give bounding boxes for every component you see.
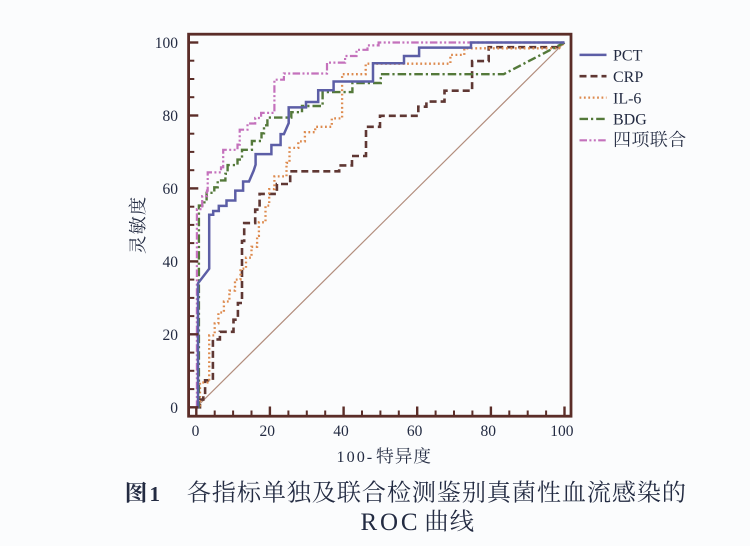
svg-text:100: 100 xyxy=(550,423,574,440)
svg-text:40: 40 xyxy=(163,254,179,271)
svg-text:80: 80 xyxy=(163,108,179,125)
svg-text:20: 20 xyxy=(260,423,276,440)
svg-text:0: 0 xyxy=(192,423,200,440)
svg-text:80: 80 xyxy=(481,423,497,440)
svg-text:PCT: PCT xyxy=(613,48,643,65)
svg-text:60: 60 xyxy=(163,181,179,198)
svg-text:0: 0 xyxy=(170,400,178,417)
svg-text:ROC: ROC xyxy=(361,509,421,536)
svg-text:60: 60 xyxy=(407,423,423,440)
svg-text:IL-6: IL-6 xyxy=(613,90,641,107)
svg-text:CRP: CRP xyxy=(613,69,643,86)
svg-text:100-: 100- xyxy=(337,448,375,466)
svg-text:40: 40 xyxy=(333,423,349,440)
svg-text:1: 1 xyxy=(150,482,161,506)
svg-text:20: 20 xyxy=(163,327,179,344)
svg-text:BDG: BDG xyxy=(613,112,647,129)
svg-text:100: 100 xyxy=(155,35,179,52)
